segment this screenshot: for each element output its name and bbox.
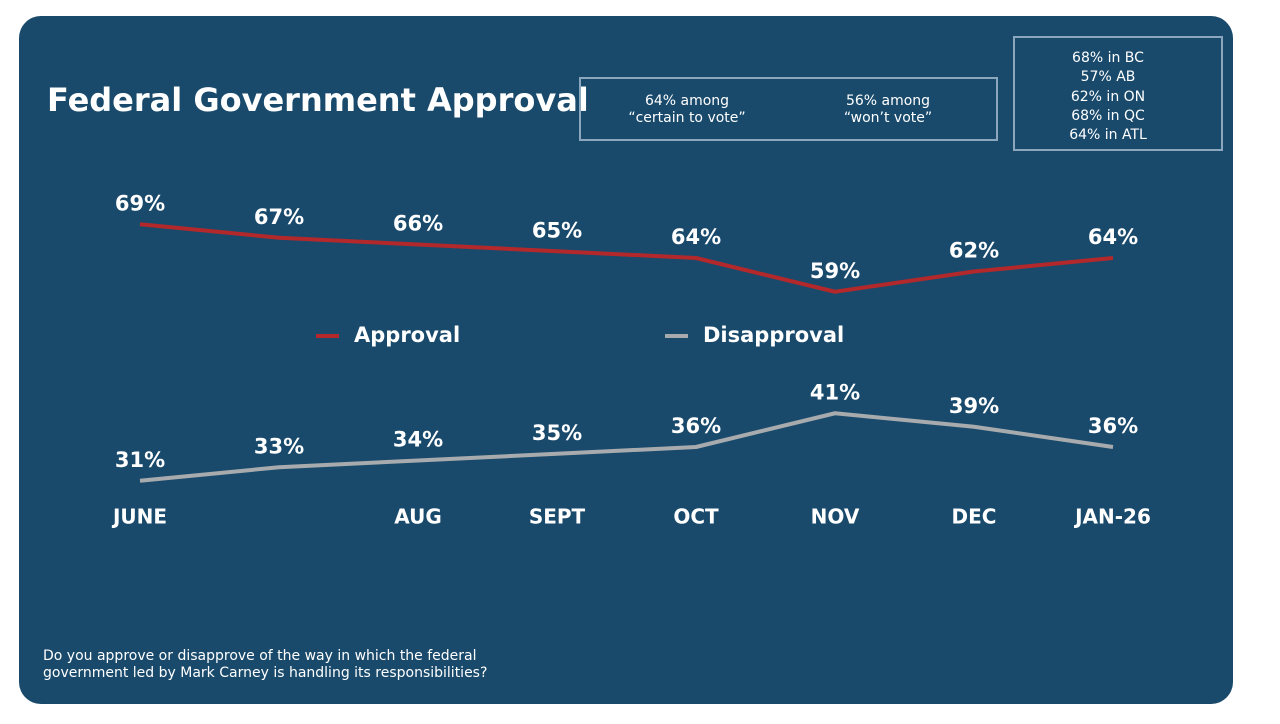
data-label: 69%: [115, 191, 165, 215]
x-tick-label: JAN-26: [1073, 505, 1151, 529]
data-label: 34%: [393, 428, 443, 452]
annotation: 68% in QC: [1071, 108, 1145, 124]
legend-label: Approval: [354, 323, 460, 347]
annotation: 56% among: [846, 93, 930, 109]
annotation: 68% in BC: [1072, 50, 1144, 66]
series-line: [139, 222, 1114, 294]
data-label: 33%: [254, 434, 304, 458]
annotation-box: [1013, 36, 1223, 151]
annotation: “certain to vote”: [628, 110, 745, 126]
x-tick-label: JUNE: [111, 505, 167, 529]
x-tick-label: DEC: [952, 505, 997, 529]
annotation: “won’t vote”: [844, 110, 932, 126]
data-label: 31%: [115, 448, 165, 472]
data-label: 36%: [671, 414, 721, 438]
legend-label: Disapproval: [703, 323, 844, 347]
data-label: 39%: [949, 394, 999, 418]
data-label: 62%: [949, 239, 999, 263]
annotation: 57% AB: [1081, 69, 1136, 85]
series-line: [139, 411, 1114, 483]
data-label: 41%: [810, 380, 860, 404]
annotation: 64% among: [645, 93, 729, 109]
data-label: 35%: [532, 421, 582, 445]
data-label: 64%: [1088, 225, 1138, 249]
question: Do you approve or disapprove of the way …: [43, 648, 477, 664]
x-tick-label: NOV: [811, 505, 860, 529]
x-tick-label: OCT: [673, 505, 719, 529]
annotation: 62% in ON: [1071, 89, 1145, 105]
data-label: 59%: [810, 259, 860, 283]
annotation-box: [579, 77, 998, 141]
x-tick-label: AUG: [394, 505, 442, 529]
data-label: 36%: [1088, 414, 1138, 438]
data-label: 67%: [254, 205, 304, 229]
panel: [19, 16, 1233, 704]
question: government led by Mark Carney is handlin…: [43, 665, 487, 681]
x-tick-label: SEPT: [529, 505, 586, 529]
data-label: 65%: [532, 218, 582, 242]
data-label: 66%: [393, 212, 443, 236]
chart-title: Federal Government Approval: [47, 81, 589, 119]
data-label: 64%: [671, 225, 721, 249]
annotation: 64% in ATL: [1069, 127, 1147, 143]
